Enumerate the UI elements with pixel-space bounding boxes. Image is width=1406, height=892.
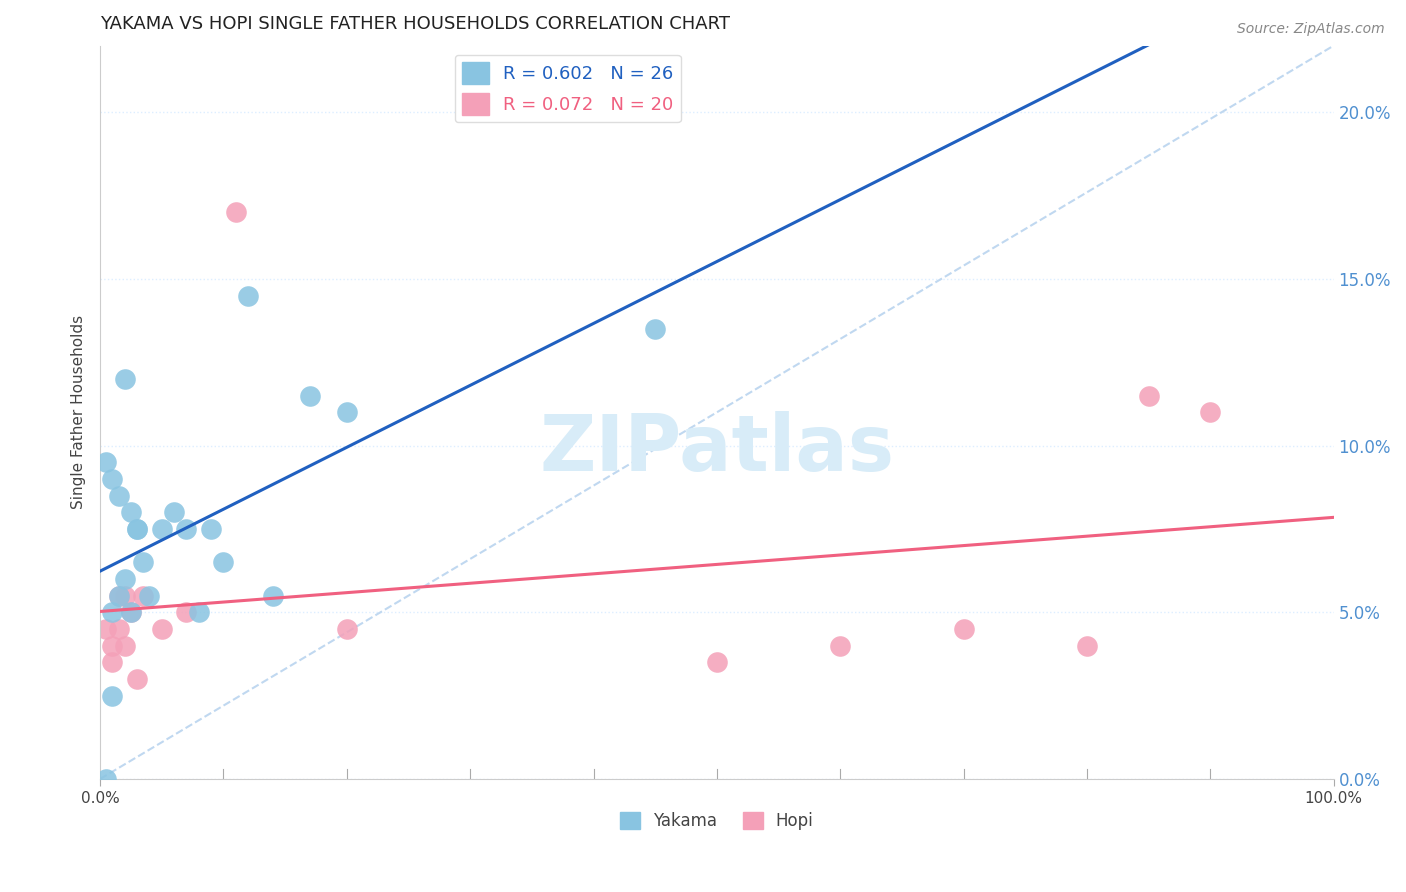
Point — [1199, 405, 1222, 419]
Point — [101, 605, 124, 619]
Point — [120, 505, 142, 519]
Point — [150, 522, 173, 536]
Point — [200, 522, 222, 536]
Point — [236, 288, 259, 302]
Point — [163, 505, 186, 519]
Point — [644, 322, 666, 336]
Point — [187, 605, 209, 619]
Point — [120, 605, 142, 619]
Point — [132, 555, 155, 569]
Point — [127, 672, 149, 686]
Point — [176, 605, 198, 619]
Point — [212, 555, 235, 569]
Point — [114, 372, 136, 386]
Point — [96, 455, 118, 469]
Point — [101, 689, 124, 703]
Point — [101, 639, 124, 653]
Point — [127, 522, 149, 536]
Point — [132, 589, 155, 603]
Point — [138, 589, 160, 603]
Point — [96, 772, 118, 786]
Point — [952, 622, 974, 636]
Y-axis label: Single Father Households: Single Father Households — [72, 315, 86, 509]
Point — [120, 605, 142, 619]
Point — [262, 589, 284, 603]
Text: Source: ZipAtlas.com: Source: ZipAtlas.com — [1237, 22, 1385, 37]
Point — [114, 639, 136, 653]
Point — [1076, 639, 1098, 653]
Point — [114, 572, 136, 586]
Point — [706, 655, 728, 669]
Point — [830, 639, 852, 653]
Point — [1137, 389, 1160, 403]
Point — [101, 472, 124, 486]
Point — [225, 205, 247, 219]
Point — [336, 622, 359, 636]
Point — [107, 589, 129, 603]
Point — [298, 389, 321, 403]
Point — [127, 522, 149, 536]
Point — [101, 655, 124, 669]
Point — [107, 589, 129, 603]
Point — [96, 622, 118, 636]
Legend: Yakama, Hopi: Yakama, Hopi — [613, 805, 820, 837]
Point — [336, 405, 359, 419]
Point — [150, 622, 173, 636]
Text: ZIPatlas: ZIPatlas — [540, 411, 894, 487]
Point — [176, 522, 198, 536]
Point — [114, 589, 136, 603]
Text: YAKAMA VS HOPI SINGLE FATHER HOUSEHOLDS CORRELATION CHART: YAKAMA VS HOPI SINGLE FATHER HOUSEHOLDS … — [100, 15, 730, 33]
Point — [107, 489, 129, 503]
Point — [107, 622, 129, 636]
